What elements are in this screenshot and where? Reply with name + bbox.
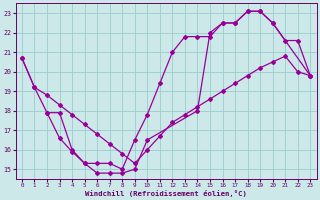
- X-axis label: Windchill (Refroidissement éolien,°C): Windchill (Refroidissement éolien,°C): [85, 190, 247, 197]
